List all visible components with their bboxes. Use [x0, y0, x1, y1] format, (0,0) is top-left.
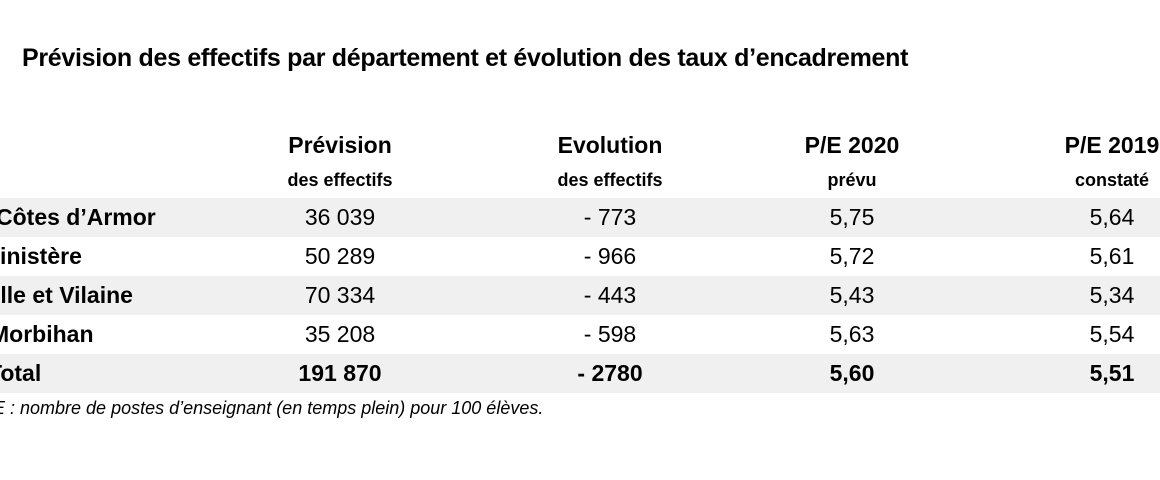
- column-subheader: prévu: [827, 170, 877, 190]
- row-label: Côtes d’Armor: [0, 204, 156, 230]
- cell: 5,51: [1089, 360, 1135, 386]
- cell: - 966: [583, 243, 637, 269]
- cell: 5,63: [829, 321, 875, 347]
- row-band: [0, 198, 1160, 237]
- cell: 50 289: [304, 243, 376, 269]
- column-header: Evolution: [557, 132, 663, 158]
- column-subheader: des effectifs: [557, 170, 663, 190]
- cell: 5,54: [1089, 321, 1135, 347]
- row-label: Ille et Vilaine: [0, 282, 133, 308]
- cell: 5,43: [829, 282, 875, 308]
- row-band: [0, 354, 1160, 393]
- footnote: P/E : nombre de postes d’enseignant (en …: [0, 398, 544, 418]
- title: Prévision des effectifs par département …: [22, 44, 909, 72]
- column-subheader: des effectifs: [287, 170, 393, 190]
- column-header: Prévision: [288, 132, 392, 158]
- row-label: Finistère: [0, 243, 82, 269]
- cell: 5,34: [1089, 282, 1135, 308]
- cell: 35 208: [304, 321, 376, 347]
- cell: 36 039: [304, 204, 376, 230]
- column-header: P/E 2019: [1064, 132, 1160, 158]
- cell: - 443: [583, 282, 637, 308]
- cell: 70 334: [304, 282, 376, 308]
- row-label: Total: [0, 360, 42, 386]
- row-band: [0, 276, 1160, 315]
- row-label: Morbihan: [0, 321, 94, 347]
- cell: 5,75: [829, 204, 875, 230]
- column-subheader: constaté: [1074, 170, 1150, 190]
- cell: 5,64: [1089, 204, 1135, 230]
- cell: - 2780: [577, 360, 643, 386]
- cell: - 598: [583, 321, 637, 347]
- column-header: P/E 2020: [804, 132, 900, 158]
- cell: 5,72: [829, 243, 875, 269]
- cell: 191 870: [298, 360, 382, 386]
- cell: 5,60: [829, 360, 875, 386]
- cell: - 773: [583, 204, 637, 230]
- cell: 5,61: [1089, 243, 1135, 269]
